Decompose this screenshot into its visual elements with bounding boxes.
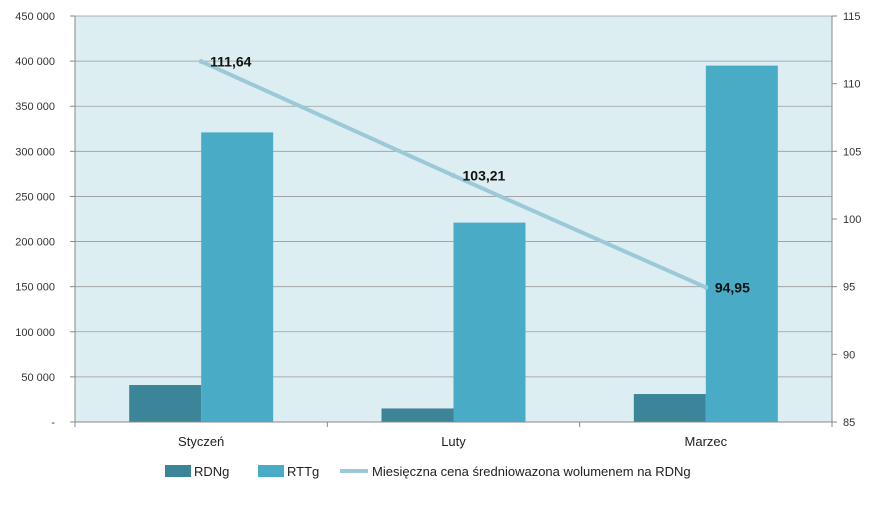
y-right-tick-label: 90 [843,349,855,361]
y-right-tick-label: 115 [843,11,861,23]
y-left-tick-label: 300 000 [15,146,55,158]
price-line-group: 111,64 103,21 94,95 [198,53,750,295]
y-left-tick-label: 350 000 [15,101,55,113]
y-left-tick-label: 50 000 [21,372,55,384]
price-data-label: 94,95 [715,279,750,295]
bars [129,65,778,423]
legend-label-rttg: RTTg [287,464,319,479]
y-left-tick-label: 100 000 [15,327,55,339]
bar-rttg [201,132,274,423]
y-right-ticks: 85 90 95 100 105 110 115 [832,11,861,429]
y-left-tick-label: - [51,417,55,429]
y-left-tick-label: 150 000 [15,282,55,294]
legend-swatch-rttg [258,465,284,477]
legend-label-rdng: RDNg [194,464,229,479]
y-left-tick-label: 450 000 [15,11,55,23]
price-data-label: 103,21 [463,168,506,184]
legend-label-price: Miesięczna cena średniowazona wolumenem … [372,464,691,479]
price-point [451,173,456,179]
bar-rttg [705,65,778,422]
y-left-tick-label: 400 000 [15,56,55,68]
y-right-tick-label: 110 [843,79,861,91]
bar-rttg [453,222,526,422]
y-left-tick-label: 250 000 [15,191,55,203]
legend: RDNg RTTg Miesięczna cena średniowazona … [165,464,691,479]
y-left-tick-label: 200 000 [15,237,55,249]
price-point [703,284,709,290]
y-right-tick-label: 95 [843,282,855,294]
price-point [198,58,204,64]
bar-rdng [381,408,454,422]
y-right-tick-label: 100 [843,214,861,226]
y-right-tick-label: 85 [843,417,855,429]
x-category-label: Luty [441,434,466,449]
bar-rdng [633,394,706,422]
x-category-label: Styczeń [178,434,224,449]
y-left-ticks: - 50 000 100 000 150 000 200 000 250 000 300 0… [15,11,75,429]
price-data-label: 111,64 [210,53,251,69]
x-categories: Styczeń Luty Marzec [74,422,833,449]
x-category-label: Marzec [685,434,728,449]
bar-rdng [129,385,202,422]
y-right-tick-label: 105 [843,146,861,158]
legend-swatch-rdng [165,465,191,477]
